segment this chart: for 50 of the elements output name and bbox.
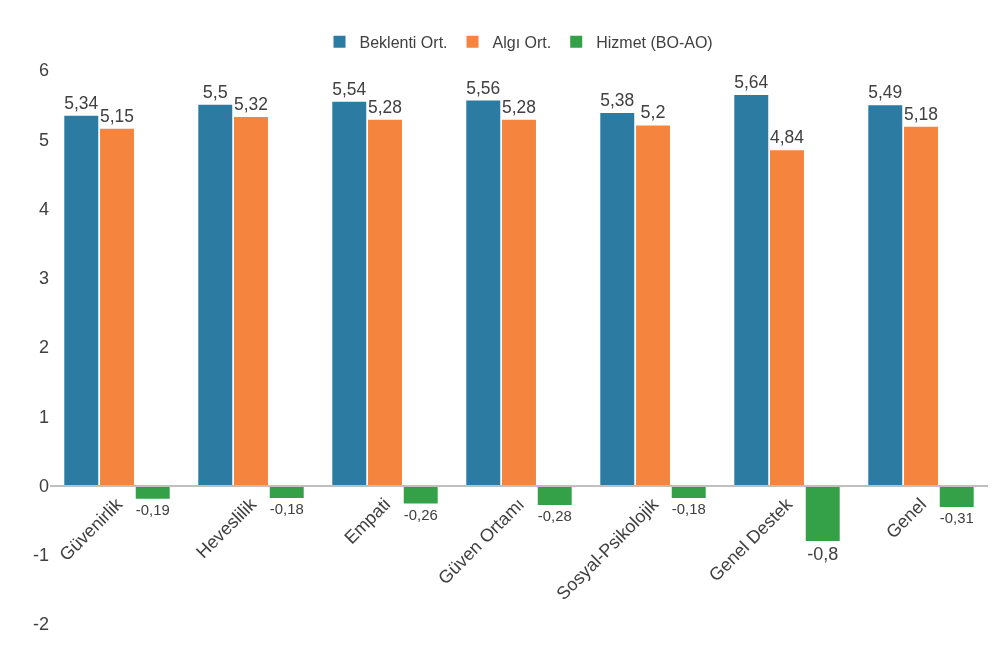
bar	[600, 112, 635, 486]
data-label: 5,2	[640, 102, 666, 123]
data-label: -0,19	[135, 501, 170, 518]
data-label: -0,18	[269, 501, 304, 518]
bar	[368, 119, 402, 486]
data-label: -0,26	[403, 506, 438, 523]
bar	[234, 117, 268, 486]
data-label: 5,54	[332, 78, 367, 99]
data-label: 5,15	[100, 105, 134, 126]
bar	[734, 94, 769, 486]
bar	[100, 128, 134, 486]
data-label: 5,18	[904, 103, 938, 124]
y-tick-label: 5	[38, 129, 49, 150]
bar	[332, 101, 367, 486]
bar	[770, 150, 804, 486]
data-label: -0,31	[939, 510, 974, 527]
bar	[636, 125, 670, 486]
data-label: 5,28	[368, 96, 402, 117]
y-tick-label: -1	[32, 545, 49, 566]
data-label: 5,32	[234, 94, 268, 115]
data-label: 5,38	[600, 90, 635, 111]
bar	[403, 485, 438, 504]
legend-label: Hizmet (BO-AO)	[596, 34, 713, 52]
y-tick-label: 6	[38, 60, 49, 81]
bar	[135, 485, 170, 499]
bar	[805, 485, 840, 541]
y-tick-label: 3	[38, 268, 49, 289]
data-label: 5,28	[502, 96, 536, 117]
y-tick-label: 0	[38, 475, 49, 496]
y-tick-label: 2	[38, 337, 49, 358]
data-label: 5,49	[868, 82, 903, 103]
y-tick-label: -2	[32, 614, 49, 635]
data-label: -0,8	[807, 543, 839, 564]
data-label: 4,84	[770, 127, 805, 148]
legend-label: Beklenti Ort.	[359, 34, 448, 52]
data-label: 5,56	[466, 77, 501, 98]
y-tick-label: 1	[38, 406, 49, 427]
bar	[502, 119, 536, 486]
bar	[64, 115, 99, 486]
bar	[904, 126, 938, 486]
bar	[198, 104, 233, 486]
bar	[466, 100, 501, 486]
y-tick-label: 4	[38, 198, 49, 219]
bar	[939, 485, 974, 507]
data-label: -0,18	[671, 501, 706, 518]
legend-label: Algı Ort.	[492, 34, 552, 52]
data-label: 5,34	[64, 92, 99, 113]
bar	[868, 105, 903, 486]
data-label: 5,5	[202, 81, 228, 102]
data-label: 5,64	[734, 72, 769, 93]
